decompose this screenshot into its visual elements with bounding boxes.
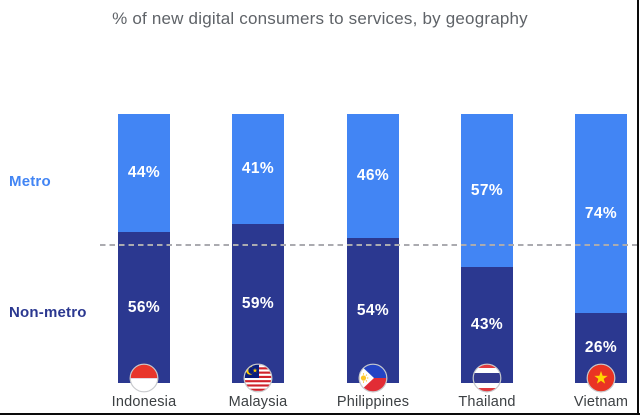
non-metro-value-label-malaysia: 59%: [241, 294, 275, 312]
metro-value-label-thailand: 57%: [470, 181, 504, 199]
bar-vietnam: 74% 26%: [575, 114, 627, 393]
metro-value-label-vietnam: 74%: [584, 204, 618, 222]
metro-value-label-philippines: 46%: [356, 167, 390, 184]
indonesia-flag-icon: [129, 363, 159, 393]
screenshot-border-bottom: [0, 413, 640, 415]
chart-title: % of new digital consumers to services, …: [112, 9, 528, 28]
bar-segment-metro-indonesia: 44%: [118, 114, 170, 232]
bar-segment-metro-vietnam: 74%: [575, 114, 627, 313]
bar-segment-non-metro-philippines: 54%: [347, 238, 399, 383]
non-metro-axis-label: Non-metro: [9, 304, 87, 321]
country-label-philippines: Philippines: [336, 394, 410, 410]
screenshot-border-right: [637, 0, 639, 415]
fifty-percent-reference-line: [100, 244, 638, 246]
non-metro-value-label-indonesia: 56%: [127, 298, 161, 316]
bar-philippines: 46% 54%: [347, 114, 399, 393]
bar-indonesia: 44% 56%: [118, 114, 170, 393]
non-metro-value-label-philippines: 54%: [356, 301, 390, 319]
metro-value-label-indonesia: 44%: [127, 164, 161, 181]
thailand-flag-icon: [472, 363, 502, 393]
malaysia-flag-icon: [243, 363, 273, 393]
country-label-malaysia: Malaysia: [228, 394, 288, 410]
non-metro-value-label-vietnam: 26%: [584, 339, 618, 356]
metro-axis-label: Metro: [9, 173, 51, 190]
bar-segment-metro-thailand: 57%: [461, 114, 513, 267]
country-label-vietnam: Vietnam: [573, 394, 629, 410]
country-label-thailand: Thailand: [458, 394, 516, 410]
bar-segment-non-metro-indonesia: 56%: [118, 232, 170, 383]
bar-segment-metro-malaysia: 41%: [232, 114, 284, 224]
non-metro-value-label-thailand: 43%: [470, 316, 504, 333]
philippines-flag-icon: [358, 363, 388, 393]
country-label-indonesia: Indonesia: [111, 394, 177, 410]
vietnam-flag-icon: [586, 363, 616, 393]
bar-thailand: 57% 43%: [461, 114, 513, 393]
bar-segment-non-metro-malaysia: 59%: [232, 224, 284, 383]
bar-segment-metro-philippines: 46%: [347, 114, 399, 238]
bar-malaysia: 41% 59%: [232, 114, 284, 393]
metro-value-label-malaysia: 41%: [241, 160, 275, 177]
